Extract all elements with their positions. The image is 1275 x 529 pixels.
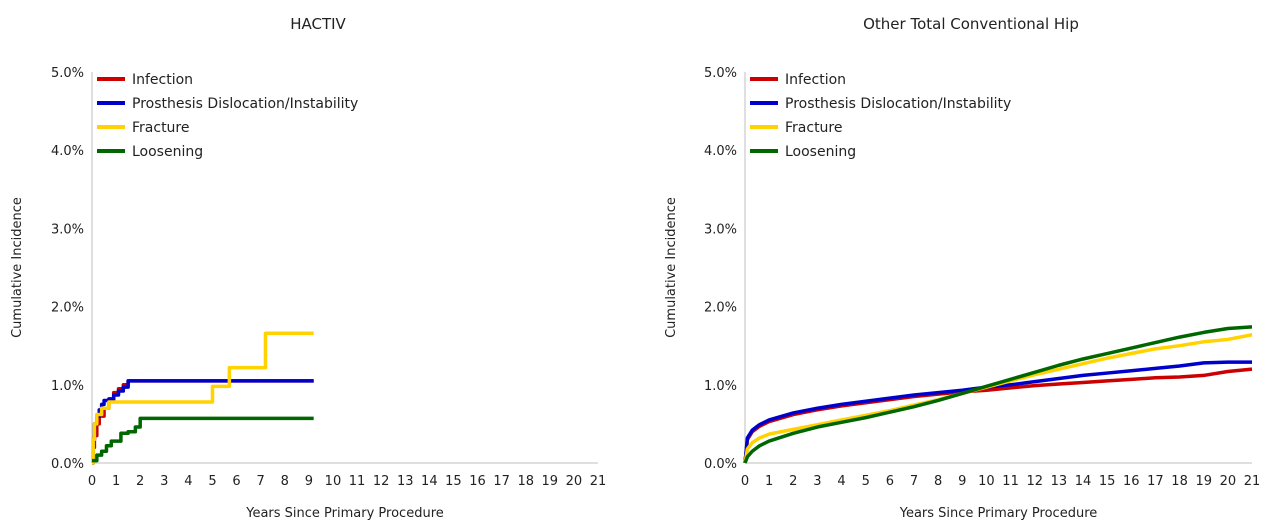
y-tick-label: 0.0% <box>51 457 84 472</box>
x-tick-label: 21 <box>1244 474 1261 489</box>
y-tick-label: 1.0% <box>51 379 84 394</box>
y-tick-label: 4.0% <box>51 144 84 159</box>
x-tick-label: 17 <box>493 474 510 489</box>
legend-label-loosening: Loosening <box>132 144 203 160</box>
y-tick-label: 4.0% <box>704 144 737 159</box>
chart-title: Other Total Conventional Hip <box>863 15 1079 33</box>
x-tick-label: 8 <box>281 474 289 489</box>
x-tick-label: 1 <box>765 474 773 489</box>
x-tick-label: 19 <box>1195 474 1212 489</box>
y-tick-label: 0.0% <box>704 457 737 472</box>
x-tick-label: 20 <box>1220 474 1237 489</box>
x-tick-label: 4 <box>837 474 845 489</box>
x-tick-label: 16 <box>1123 474 1140 489</box>
chart-title: HACTIV <box>290 15 346 33</box>
x-tick-label: 9 <box>305 474 313 489</box>
legend-label-loosening: Loosening <box>785 144 856 160</box>
x-tick-label: 1 <box>112 474 120 489</box>
x-tick-label: 9 <box>958 474 966 489</box>
x-tick-label: 6 <box>886 474 894 489</box>
y-axis-label: Cumulative Incidence <box>10 197 25 338</box>
chart-panel-other-total-conventional-hip: Other Total Conventional Hip 0.0% 1.0% 2.0%… <box>664 15 1260 521</box>
x-tick-label: 20 <box>566 474 583 489</box>
x-tick-label: 15 <box>445 474 462 489</box>
series-line-fracture <box>91 331 314 465</box>
x-tick-label: 15 <box>1099 474 1116 489</box>
x-tick-label: 10 <box>325 474 342 489</box>
legend-label-fracture: Fracture <box>132 120 190 136</box>
x-tick-label: 11 <box>1002 474 1019 489</box>
y-tick-label: 3.0% <box>704 222 737 237</box>
x-tick-label: 11 <box>349 474 366 489</box>
x-tick-label: 13 <box>1051 474 1068 489</box>
x-tick-label: 2 <box>789 474 797 489</box>
x-tick-label: 5 <box>862 474 870 489</box>
x-tick-label: 14 <box>1075 474 1092 489</box>
x-tick-label: 2 <box>136 474 144 489</box>
series-line-loosening <box>92 416 314 463</box>
legend-label-prosthesis-dislocation-instability: Prosthesis Dislocation/Instability <box>132 96 358 112</box>
x-axis-label: Years Since Primary Procedure <box>245 506 444 521</box>
x-tick-label: 3 <box>813 474 821 489</box>
x-tick-label: 0 <box>741 474 749 489</box>
legend-label-infection: Infection <box>785 72 846 88</box>
legend-label-prosthesis-dislocation-instability: Prosthesis Dislocation/Instability <box>785 96 1011 112</box>
x-tick-label: 16 <box>469 474 486 489</box>
x-tick-label: 18 <box>1171 474 1188 489</box>
x-tick-label: 17 <box>1147 474 1164 489</box>
x-tick-label: 7 <box>257 474 265 489</box>
x-tick-label: 10 <box>978 474 995 489</box>
x-tick-label: 3 <box>160 474 168 489</box>
series-line-prosthesis-dislocation-instability <box>743 360 1252 464</box>
x-tick-label: 8 <box>934 474 942 489</box>
series-line-loosening <box>743 325 1253 464</box>
y-tick-label: 1.0% <box>704 379 737 394</box>
x-tick-label: 14 <box>421 474 438 489</box>
legend-label-fracture: Fracture <box>785 120 843 136</box>
x-tick-label: 13 <box>397 474 414 489</box>
x-tick-label: 6 <box>232 474 240 489</box>
y-axis-label: Cumulative Incidence <box>664 197 679 338</box>
x-tick-label: 5 <box>208 474 216 489</box>
x-tick-label: 18 <box>517 474 534 489</box>
x-axis-label: Years Since Primary Procedure <box>899 506 1098 521</box>
x-tick-label: 7 <box>910 474 918 489</box>
x-tick-label: 21 <box>590 474 607 489</box>
legend-label-infection: Infection <box>132 72 193 88</box>
x-tick-label: 19 <box>542 474 559 489</box>
x-tick-label: 0 <box>88 474 96 489</box>
x-tick-label: 12 <box>373 474 390 489</box>
y-tick-label: 2.0% <box>51 301 84 316</box>
y-tick-label: 5.0% <box>51 66 84 81</box>
x-tick-label: 12 <box>1026 474 1043 489</box>
y-tick-label: 2.0% <box>704 301 737 316</box>
x-tick-label: 4 <box>184 474 192 489</box>
y-tick-label: 3.0% <box>51 222 84 237</box>
y-tick-label: 5.0% <box>704 66 737 81</box>
